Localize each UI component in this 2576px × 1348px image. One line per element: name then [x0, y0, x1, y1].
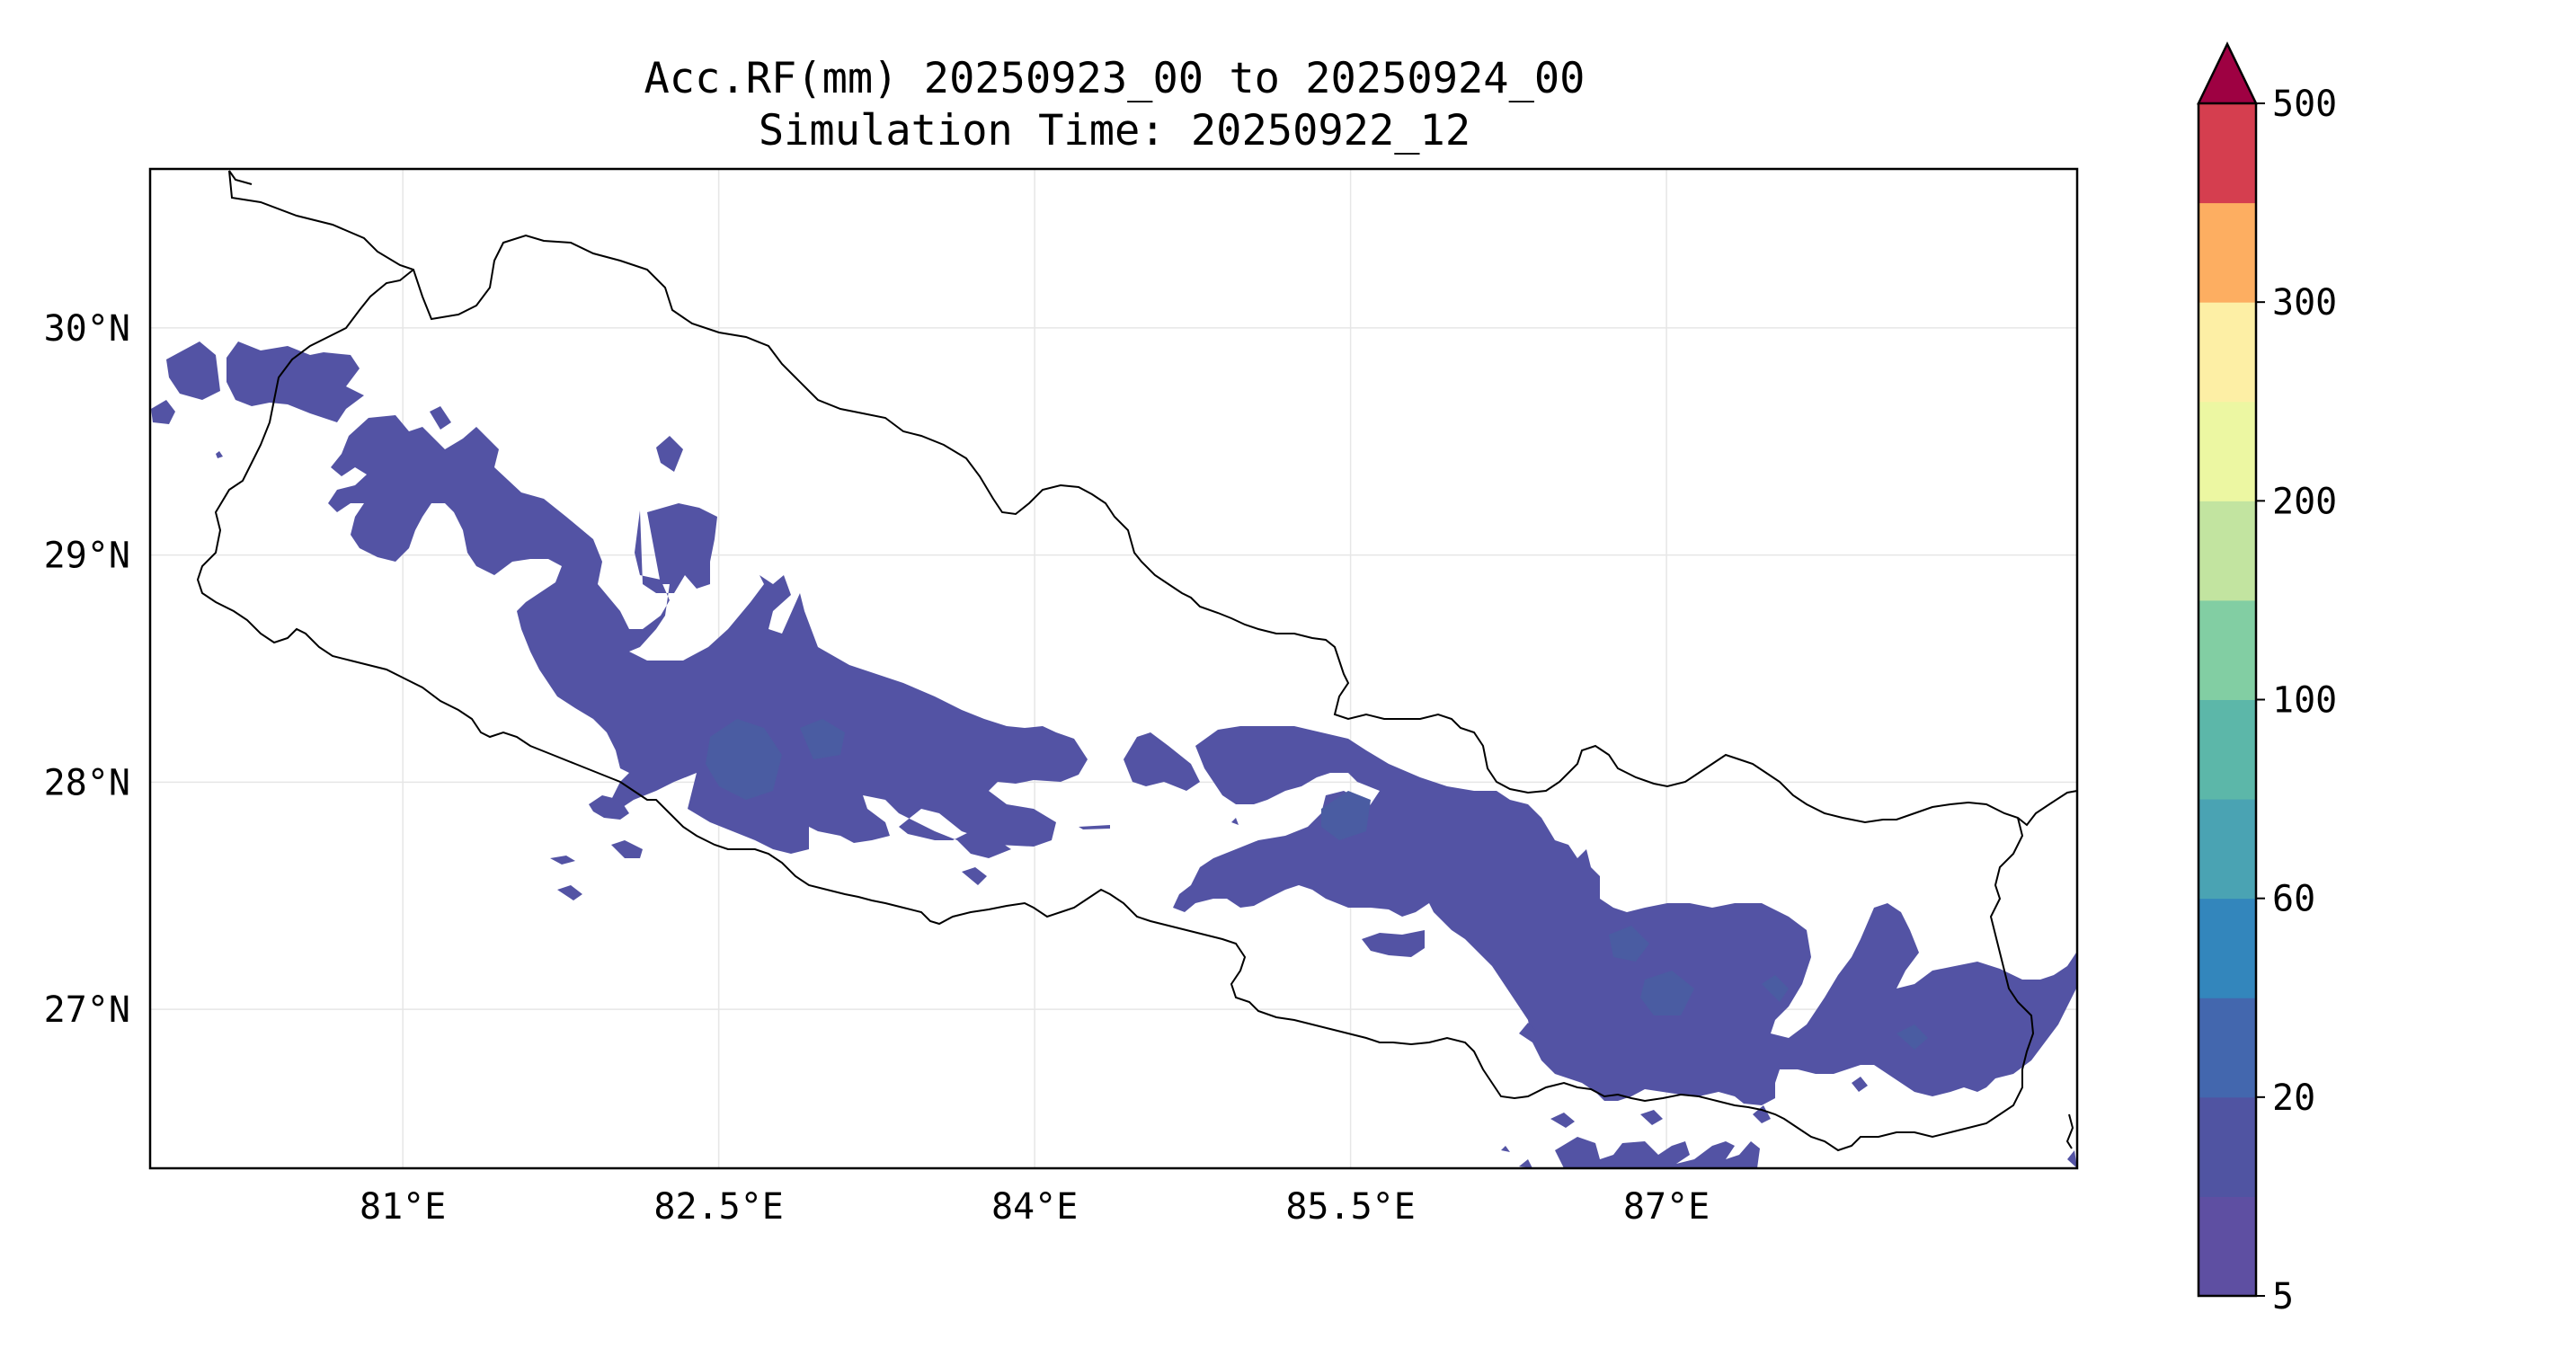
rain-patch-1	[706, 719, 782, 800]
rain-patch-4	[1609, 926, 1649, 962]
country-boundary-south	[196, 269, 2035, 1152]
rain-region-small-2	[611, 840, 643, 858]
rain-region-east-small-3	[1550, 1113, 1575, 1128]
rain-region-east-small-6	[1555, 1137, 1760, 1168]
colorbar-segment-7	[2198, 501, 2256, 601]
country-boundary	[228, 170, 2078, 827]
rain-patch-3	[1321, 791, 1371, 840]
rain-region-small-6	[1079, 825, 1110, 829]
rainfall-higher-patches	[706, 719, 1928, 1050]
colorbar-tick-label-4: 200	[2272, 481, 2337, 522]
map-background	[150, 169, 2077, 1168]
rain-region-east-small-10	[2067, 1150, 2077, 1168]
map-frame	[148, 167, 2079, 1170]
y-axis-ticks: 30°N 29°N 28°N 27°N	[44, 308, 130, 1031]
rain-region-east-small-1	[1362, 930, 1425, 957]
x-tick-label-3: 85.5°E	[1285, 1186, 1416, 1228]
rain-patch-2	[800, 719, 845, 759]
colorbar-segment-1	[2198, 1096, 2256, 1197]
rain-region-east-small-8	[1753, 1105, 1771, 1123]
colorbar-segment-4	[2198, 799, 2256, 900]
colorbar: 5 20 60 100 200 300 500	[2197, 41, 2337, 1317]
y-tick-label-0: 30°N	[44, 308, 130, 350]
colorbar-segment-9	[2198, 302, 2256, 403]
colorbar-segment-0	[2198, 1196, 2256, 1297]
rain-region-west-5	[216, 451, 223, 458]
rain-region-small-4	[557, 885, 582, 900]
colorbar-segment-8	[2198, 401, 2256, 501]
colorbar-segment-3	[2198, 898, 2256, 998]
rain-region-west-3	[227, 341, 364, 422]
rain-region-central-1	[1124, 732, 1200, 791]
x-tick-label-0: 81°E	[360, 1186, 446, 1228]
rain-region-east-small-2	[1519, 1023, 1537, 1042]
colorbar-segment-11	[2198, 103, 2256, 204]
y-tick-label-1: 29°N	[44, 536, 130, 577]
rainfall-contours	[151, 341, 2077, 1168]
colorbar-segment-2	[2198, 998, 2256, 1098]
rain-region-main-west	[328, 415, 1088, 858]
colorbar-tick-label-0: 5	[2272, 1276, 2294, 1317]
y-tick-label-2: 28°N	[44, 762, 130, 803]
title-line-1: Acc.RF(mm) 20250923_00 to 20250924_00	[644, 54, 1586, 103]
colorbar-segment-6	[2198, 599, 2256, 700]
colorbar-segment-5	[2198, 699, 2256, 800]
colorbar-segment-10	[2198, 202, 2256, 303]
rain-region-main-east	[1173, 726, 2076, 1105]
boundary-northwest	[228, 170, 253, 185]
y-tick-label-3: 27°N	[44, 989, 130, 1031]
map-panel: 81°E 82.5°E 84°E 85.5°E 87°E 30°N 29°N 28°N 27°…	[44, 167, 2079, 1228]
x-axis-ticks: 81°E 82.5°E 84°E 85.5°E 87°E	[360, 1186, 1710, 1228]
colorbar-tick-label-2: 60	[2272, 879, 2315, 920]
rain-region-east-small-5	[1519, 1159, 1532, 1168]
title-line-2: Simulation Time: 20250922_12	[759, 106, 1470, 155]
rain-region-east-small-9	[1852, 1077, 1868, 1092]
rain-patch-6	[1762, 975, 1789, 1002]
colorbar-tick-label-3: 100	[2272, 680, 2337, 722]
rain-region-west-4	[656, 436, 683, 472]
x-tick-label-2: 84°E	[991, 1186, 1078, 1228]
colorbar-tick-label-6: 500	[2272, 84, 2337, 125]
rain-region-central-2	[1231, 818, 1239, 825]
colorbar-tick-label-1: 20	[2272, 1078, 2315, 1119]
colorbar-tick-label-5: 300	[2272, 282, 2337, 324]
x-tick-label-4: 87°E	[1623, 1186, 1710, 1228]
rain-region-west-6	[430, 406, 451, 430]
rain-region-small-5	[962, 867, 987, 885]
x-tick-label-1: 82.5°E	[653, 1186, 784, 1228]
rain-patch-5	[1640, 971, 1694, 1015]
rain-region-west-2	[166, 341, 220, 400]
rain-region-small-3	[550, 856, 575, 865]
rain-region-small-1	[589, 795, 629, 820]
boundary-east-border	[2065, 1113, 2074, 1149]
rain-region-east-small-4	[1501, 1146, 1510, 1152]
rain-region-east-small-7	[1640, 1110, 1663, 1125]
rain-region-west-1	[151, 400, 175, 424]
rain-patch-7	[1896, 1024, 1928, 1050]
colorbar-extend-arrow	[2197, 41, 2258, 105]
